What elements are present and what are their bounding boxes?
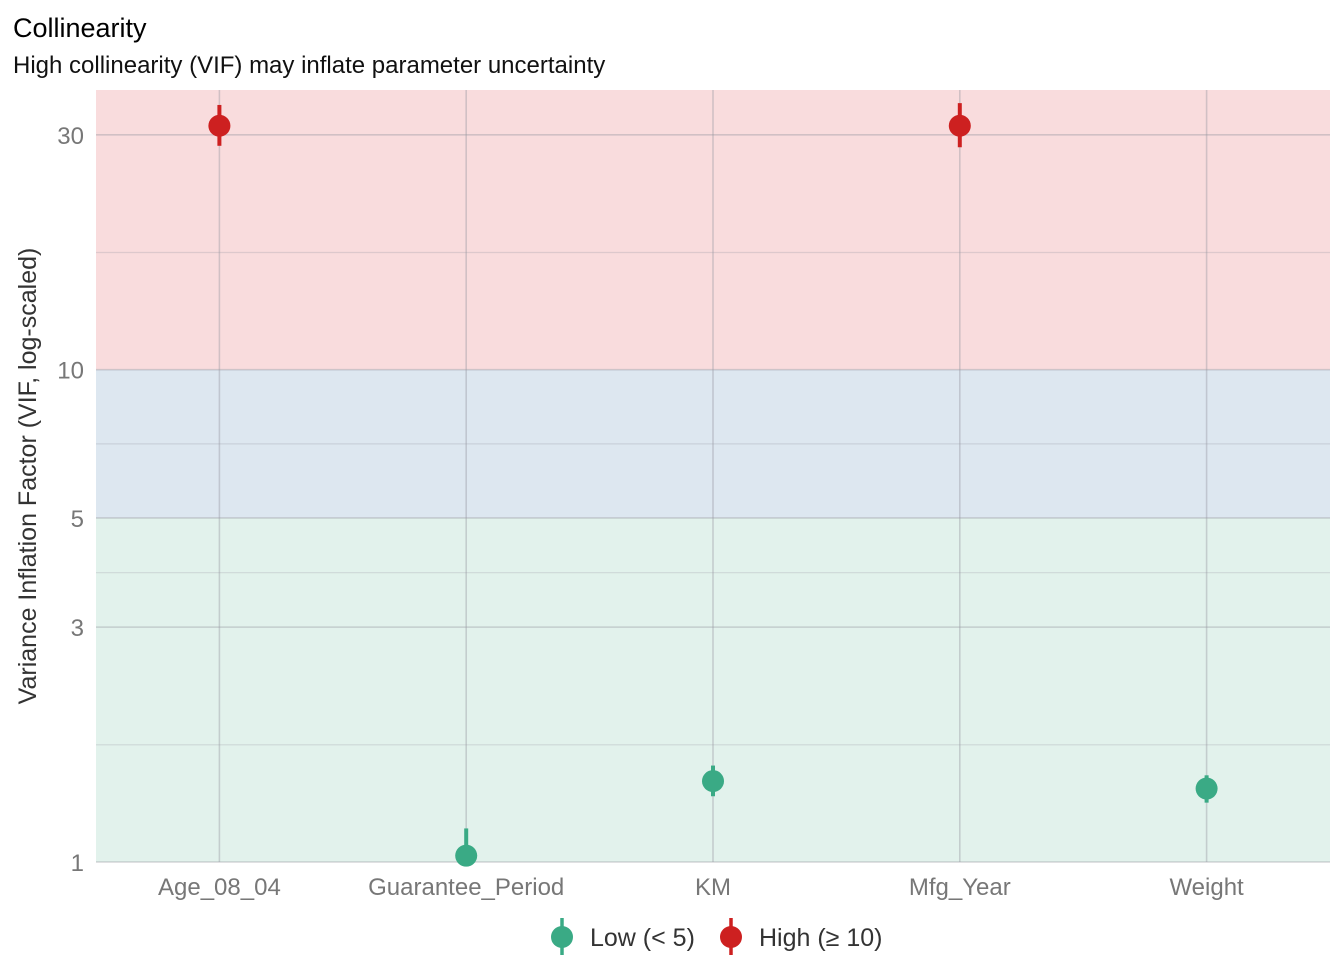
band-1 [96, 369, 1330, 518]
x-tick-label: Weight [1169, 874, 1244, 901]
legend-key-point [551, 926, 573, 948]
legend-label: Low (< 5) [590, 924, 695, 952]
data-point [1195, 777, 1218, 800]
y-axis-label: Variance Inflation Factor (VIF, log-scal… [14, 248, 42, 705]
x-tick-label: Age_08_04 [158, 874, 281, 901]
y-tick-label: 1 [71, 850, 84, 877]
legend-key-point [720, 926, 742, 948]
y-tick-label: 5 [71, 506, 84, 533]
x-tick-label: Mfg_Year [909, 874, 1011, 901]
y-tick-label: 30 [57, 123, 84, 150]
chart-subtitle: High collinearity (VIF) may inflate para… [13, 52, 605, 79]
plot-panel: 1 3 5 10 30 Age_08_04 Guarantee_Period KM Mfg_Ye… [57, 90, 1330, 901]
band-2 [96, 90, 1330, 370]
legend-label: High (≥ 10) [759, 924, 883, 952]
data-point [702, 770, 724, 793]
data-point [948, 114, 971, 137]
data-point [455, 844, 478, 867]
x-tick-label: KM [695, 874, 731, 901]
chart-title: Collinearity [13, 13, 147, 43]
legend: Low (< 5) High (≥ 10) [551, 918, 883, 955]
y-tick-label: 3 [71, 615, 84, 642]
x-tick-label: Guarantee_Period [368, 874, 564, 901]
data-point [208, 114, 231, 137]
y-tick-label: 10 [57, 358, 84, 385]
band-0 [96, 517, 1330, 862]
